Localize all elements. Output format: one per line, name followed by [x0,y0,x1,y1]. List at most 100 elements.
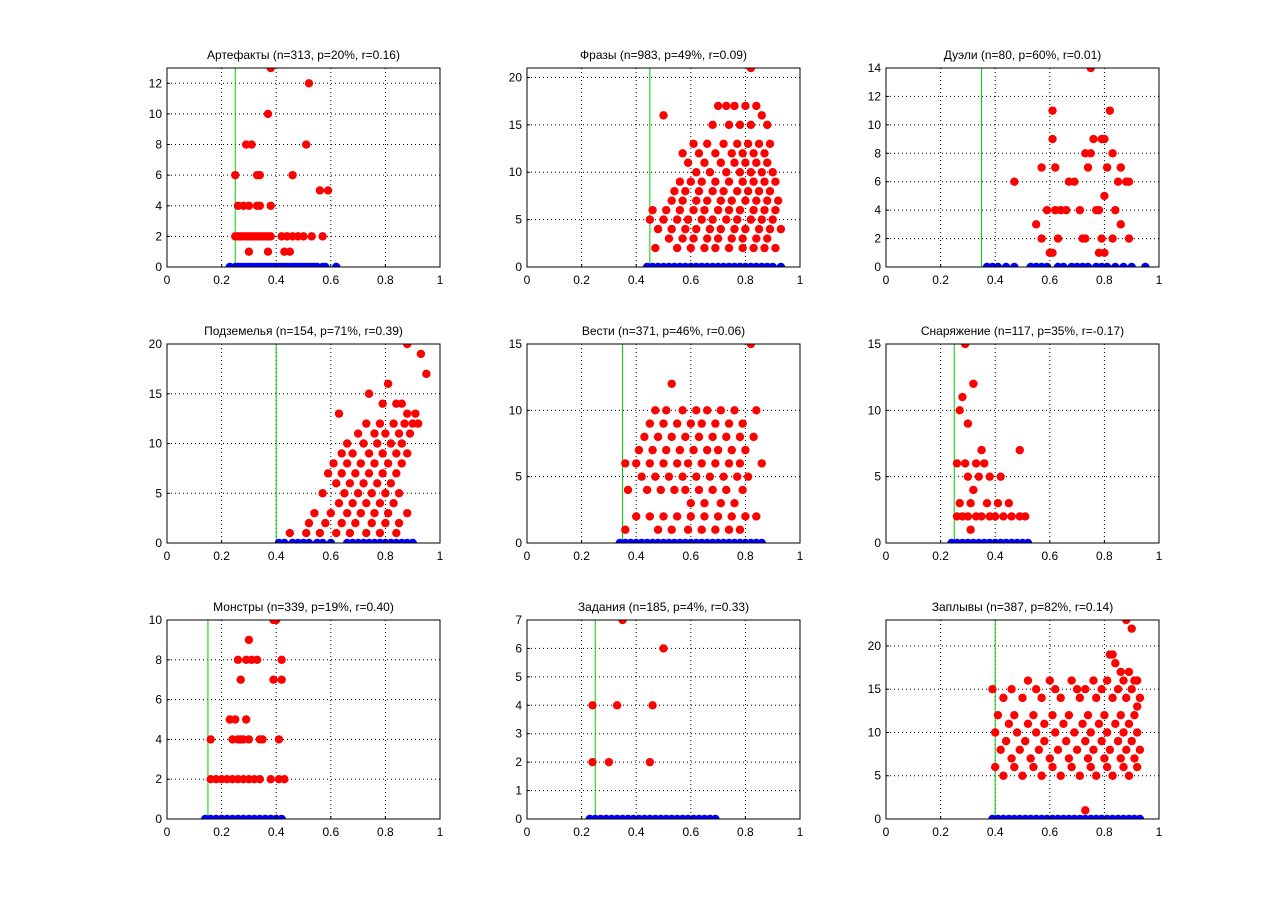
data-point [1053,745,1063,754]
data-point [1056,771,1065,780]
data-point [991,512,1000,521]
zero-point [1059,262,1068,267]
data-point [746,344,756,349]
data-point [651,243,660,253]
data-point [993,710,1003,720]
x-tick-label: 0.8 [1096,549,1113,563]
data-point [623,485,633,495]
y-tick-label: 0 [155,536,162,550]
data-point [370,508,379,518]
y-tick-label: 0 [874,812,881,826]
data-point [664,234,674,243]
data-point [716,158,726,167]
data-point [722,432,731,442]
data-point [681,432,690,442]
data-point [752,158,761,167]
data-point [749,149,758,158]
data-point [672,215,682,224]
data-point [332,528,341,538]
data-point [1100,248,1109,257]
data-point [681,186,690,196]
data-point [252,170,262,180]
data-point [1116,754,1125,763]
data-point [686,499,695,508]
zero-point [318,538,327,543]
data-point [272,620,281,625]
data-point [1092,771,1101,780]
zero-point [1127,262,1136,267]
data-point [724,419,734,428]
x-tick-label: 1 [797,825,804,839]
data-point [1124,234,1134,243]
data-point [1048,134,1057,144]
data-point [741,224,750,234]
data-point [244,735,254,744]
data-point [743,472,753,481]
y-tick-label: 3 [515,727,522,741]
data-point [1070,728,1079,737]
data-point [386,479,396,488]
data-point [702,406,712,415]
data-point [640,432,649,442]
data-point [1132,728,1142,737]
y-tick-label: 20 [868,639,882,653]
data-point [667,379,676,388]
data-point [1051,163,1060,172]
data-point [771,205,780,215]
data-point [711,419,720,428]
data-point [1111,659,1120,668]
x-tick-label: 1 [437,273,444,287]
data-point [711,177,720,186]
data-point [389,499,398,508]
x-tick-label: 0.8 [377,549,394,563]
data-point [394,429,404,438]
data-point [719,139,728,149]
data-point [1100,134,1109,144]
data-point [241,715,251,724]
data-point [1116,667,1125,677]
data-point [743,139,753,149]
data-point [1113,736,1123,746]
data-point [689,139,698,149]
data-point [768,168,777,177]
data-point [708,186,717,196]
data-point [735,432,745,442]
data-point [1089,134,1098,144]
data-point [1083,754,1093,763]
data-point [993,499,1003,508]
data-point [1132,762,1142,772]
data-point [373,439,382,448]
data-point [351,518,360,528]
zero-point [1135,814,1145,819]
zero-point [408,538,417,543]
data-point [675,177,685,186]
zero-point [757,538,766,543]
data-point [999,693,1008,703]
data-point [1094,719,1104,729]
data-point [996,472,1005,481]
data-point [263,247,273,256]
data-point [752,512,761,521]
data-point [651,406,660,415]
data-point [743,186,753,196]
data-point [302,528,311,538]
x-tick-label: 0.8 [737,825,754,839]
y-tick-label: 12 [149,76,163,90]
data-point [708,485,717,495]
data-point [1108,693,1117,703]
data-point [749,205,758,215]
axes-box [166,67,441,268]
data-point [763,120,772,130]
data-point [637,472,646,481]
data-point [969,485,978,495]
data-point [337,518,346,528]
zero-point [321,262,330,267]
data-point [963,472,973,481]
data-point [315,186,325,195]
data-point [730,158,739,167]
y-tick-label: 10 [868,725,882,739]
axes-box [885,67,1160,268]
data-point [1124,177,1134,186]
